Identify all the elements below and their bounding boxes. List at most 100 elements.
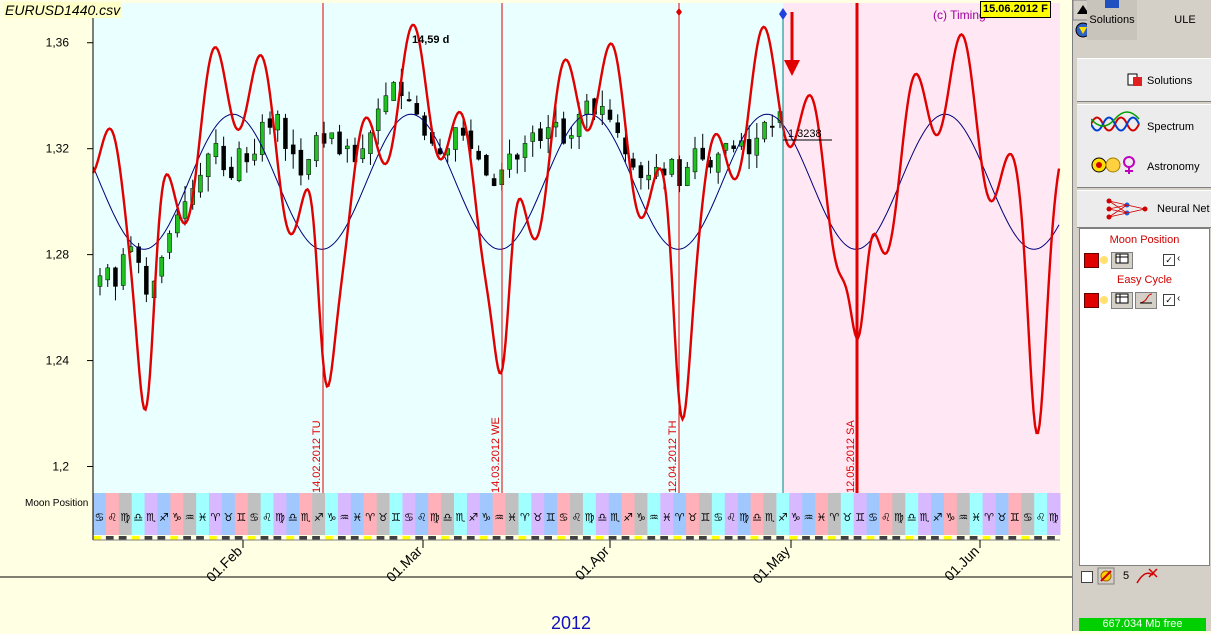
moon-glyph: ♊ — [236, 511, 246, 524]
candle-body — [646, 174, 651, 181]
down-arrow-head[interactable] — [784, 60, 800, 76]
moon-glyph: ♑ — [791, 511, 801, 524]
solutions-panel-icon — [1127, 73, 1142, 86]
x-axis-year-label: 2012 — [551, 613, 592, 633]
layer-color-swatch[interactable] — [1084, 293, 1099, 308]
layer-table-button[interactable] — [1111, 292, 1133, 309]
moon-strip-cell — [221, 493, 236, 535]
moon-glyph: ♎ — [443, 511, 453, 524]
day-tick — [389, 536, 398, 540]
bottom-tool-icon[interactable] — [1097, 567, 1117, 585]
day-tick — [144, 536, 153, 540]
layer-row-easy-cycle[interactable]: ✓ ‹ — [1082, 292, 1207, 309]
marker-handle[interactable] — [676, 8, 682, 16]
day-tick — [157, 536, 166, 540]
last-price-label: 1.3238 — [788, 128, 822, 140]
layer-visible-checkbox[interactable]: ✓ — [1163, 294, 1175, 306]
moon-strip-cell — [209, 493, 223, 535]
candle-body — [731, 145, 736, 149]
moon-glyph: ♐ — [778, 511, 788, 524]
moon-glyph: ♒ — [339, 511, 349, 524]
candle-body — [770, 125, 775, 128]
day-tick — [131, 536, 140, 540]
candle-body — [175, 214, 180, 234]
layer-status-dot — [1100, 256, 1108, 264]
solutions-toolbar-label: Solutions — [1089, 14, 1135, 26]
layer-visible-checkbox[interactable]: ✓ — [1163, 254, 1175, 266]
moon-strip-cell — [363, 493, 378, 535]
candle-body — [345, 145, 350, 150]
moon-glyph: ♍ — [894, 511, 904, 524]
candle-body — [290, 144, 296, 155]
day-tick — [582, 536, 591, 540]
moon-strip-cell — [286, 493, 300, 535]
day-tick — [118, 536, 127, 540]
solutions-panel[interactable]: Solutions — [1077, 58, 1211, 102]
moon-glyph: ♉ — [223, 511, 233, 524]
candle-body — [584, 100, 590, 115]
moon-strip-cell — [1047, 493, 1061, 535]
current-date-box[interactable]: 15.06.2012 F — [980, 1, 1051, 18]
moon-strip-cell — [325, 493, 339, 535]
day-tick — [492, 536, 501, 540]
moon-strip-cell — [389, 493, 403, 535]
moon-strip-cell — [815, 493, 829, 535]
astronomy-label: Astronomy — [1147, 161, 1200, 173]
bottom-checkbox[interactable] — [1081, 571, 1093, 583]
layer-collapse-arrow-icon[interactable]: ‹ — [1177, 253, 1181, 264]
day-tick — [170, 536, 179, 540]
day-tick — [479, 536, 488, 540]
candle-body — [406, 99, 412, 102]
moon-glyph: ♈ — [984, 511, 994, 524]
solutions-toolbar-button[interactable]: Solutions — [1087, 0, 1137, 40]
moon-strip-cell — [647, 493, 661, 535]
candle-body — [260, 121, 265, 155]
layer-chart-button[interactable] — [1135, 292, 1157, 309]
moon-strip-cell — [131, 493, 146, 535]
layers-list[interactable]: Moon Position ✓ ‹ Easy Cycle ✓ ‹ — [1079, 228, 1210, 566]
solutions-toolbar-icon — [1105, 0, 1119, 8]
moon-glyph: ♓ — [662, 511, 672, 524]
moon-glyph: ♐ — [933, 511, 943, 524]
layer-color-swatch[interactable] — [1084, 253, 1099, 268]
ule-toolbar-button[interactable]: ULE — [1165, 0, 1205, 40]
current-time-handle[interactable] — [779, 8, 787, 20]
chart-svg[interactable]: ♋ ♌ ♍ ♎ ♏ ♐ ♑ ♒ ♓ ♈ ♉ ♊ ♋ ♌ ♍ ♎ ♏ ♐ ♑ ♒ ♓ ♈ ♉ ♊ ♋ ♌ ♍ ♎ ♏ ♐ ♑ ♒ ♓ ♈ ♉ ♊ ♋ ♌ ♍ ♎… — [0, 0, 1072, 631]
layer-collapse-arrow-icon[interactable]: ‹ — [1177, 293, 1181, 304]
moon-strip-cell — [570, 493, 584, 535]
candle-body — [375, 108, 381, 131]
candle-body — [530, 132, 535, 142]
moon-strip-cell — [931, 493, 945, 535]
moon-glyph: ♎ — [133, 511, 143, 524]
moon-glyph: ♋ — [95, 511, 105, 524]
candle-body — [244, 153, 250, 163]
top-toolbar: Solutions ULE — [1072, 0, 1211, 44]
layer-row-moon-position[interactable]: ✓ ‹ — [1082, 252, 1207, 269]
day-tick — [466, 536, 475, 540]
candle-body — [144, 265, 149, 295]
moon-strip-cell — [402, 493, 416, 535]
chart-area[interactable]: ♋ ♌ ♍ ♎ ♏ ♐ ♑ ♒ ♓ ♈ ♉ ♊ ♋ ♌ ♍ ♎ ♏ ♐ ♑ ♒ ♓ ♈ ♉ ♊ ♋ ♌ ♍ ♎ ♏ ♐ ♑ ♒ ♓ ♈ ♉ ♊ ♋ ♌ ♍ ♎… — [0, 0, 1072, 633]
moon-glyph: ♓ — [971, 511, 981, 524]
moon-glyph: ♌ — [262, 511, 272, 524]
candle-body — [762, 121, 767, 140]
layer-table-button[interactable] — [1111, 252, 1133, 269]
day-tick — [982, 536, 991, 540]
x-tick-label: 01.Mar — [383, 543, 425, 585]
candle-body — [167, 233, 172, 253]
moon-glyph: ♌ — [881, 511, 891, 524]
ule-icon — [1172, 0, 1198, 14]
remove-cycle-icon[interactable] — [1135, 567, 1159, 585]
day-tick — [273, 536, 282, 540]
candle-body — [97, 275, 103, 287]
neural-net-button[interactable]: Neural Net — [1077, 190, 1211, 228]
moon-glyph: ♑ — [636, 511, 646, 524]
moon-glyph: ♐ — [468, 511, 478, 524]
moon-strip-cell — [557, 493, 571, 535]
moon-glyph: ♑ — [327, 511, 337, 524]
moon-glyph: ♍ — [1049, 511, 1059, 524]
moon-strip-cell — [969, 493, 984, 535]
moon-glyph: ♑ — [172, 511, 182, 524]
day-tick — [247, 536, 256, 540]
day-tick — [299, 536, 308, 540]
